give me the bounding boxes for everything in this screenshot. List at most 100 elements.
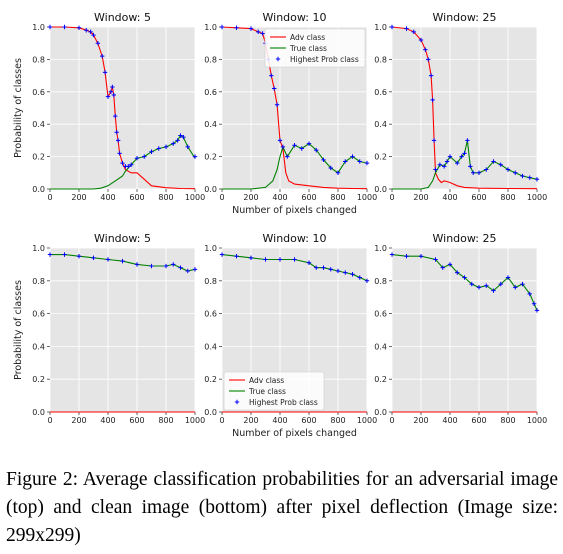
data-point bbox=[88, 29, 93, 35]
y-tick-label: 1.0 bbox=[204, 23, 217, 32]
data-point bbox=[149, 149, 154, 154]
data-point bbox=[91, 255, 96, 261]
series-highest-prob-class-markers bbox=[47, 252, 198, 274]
x-tick-label: 800 bbox=[500, 193, 515, 202]
data-point bbox=[350, 272, 355, 277]
x-tick-label: 200 bbox=[413, 193, 428, 202]
y-tick-label: 0.4 bbox=[374, 120, 387, 129]
data-point bbox=[447, 262, 453, 267]
chart-panel-4: 0 200 400 600 800 1000 0.0 0.2 0.4 0.6 0.8 1.0 Windo… bbox=[32, 232, 205, 425]
legend-label: Adv class bbox=[290, 33, 325, 42]
x-tick-label: 800 bbox=[500, 416, 515, 425]
data-point bbox=[181, 134, 186, 140]
y-tick-label: 0.8 bbox=[374, 277, 387, 286]
y-tick-label: 0.0 bbox=[374, 185, 387, 194]
x-tick-label: 200 bbox=[243, 416, 258, 425]
data-point bbox=[426, 57, 431, 62]
data-point bbox=[248, 255, 254, 261]
x-tick-label: 600 bbox=[129, 193, 144, 202]
chart-title: Window: 25 bbox=[433, 11, 497, 24]
legend-label: Highest Prob class bbox=[249, 398, 318, 407]
data-point bbox=[292, 257, 297, 262]
chart-panel-5: 0 200 400 600 800 1000 0.0 0.2 0.4 0.6 0.8 1.0 Windo… bbox=[204, 232, 377, 425]
data-point bbox=[105, 257, 111, 262]
chart-title: Window: 10 bbox=[263, 11, 327, 24]
chart-title: Window: 10 bbox=[263, 232, 327, 245]
data-point bbox=[430, 97, 435, 103]
x-tick-label: 1000 bbox=[185, 193, 205, 202]
data-point bbox=[455, 160, 460, 166]
x-tick-label: 1000 bbox=[357, 416, 377, 425]
series-true-class-line bbox=[222, 142, 368, 190]
y-tick-label: 0.2 bbox=[374, 153, 387, 162]
y-tick-label: 0.8 bbox=[374, 55, 387, 64]
data-point bbox=[471, 170, 476, 175]
y-tick-label: 0.4 bbox=[32, 342, 45, 351]
data-point bbox=[234, 254, 239, 259]
y-tick-label: 0.2 bbox=[374, 375, 387, 384]
data-point bbox=[219, 24, 225, 30]
data-point bbox=[263, 257, 268, 262]
data-point bbox=[234, 25, 239, 31]
data-point bbox=[498, 281, 503, 287]
chart-panel-6: 0 200 400 600 800 1000 0.0 0.2 0.4 0.6 0.8 1.0 Windo… bbox=[374, 232, 547, 425]
y-tick-label: 0.2 bbox=[204, 153, 217, 162]
y-tick-label: 0.8 bbox=[32, 55, 45, 64]
y-tick-label: 0.8 bbox=[204, 277, 217, 286]
data-point bbox=[433, 167, 438, 172]
x-tick-label: 600 bbox=[471, 193, 486, 202]
series-true-class-line bbox=[50, 134, 196, 190]
data-point bbox=[437, 162, 443, 167]
data-point bbox=[129, 162, 134, 167]
data-point bbox=[491, 159, 496, 164]
x-tick-label: 400 bbox=[442, 416, 457, 425]
data-point bbox=[108, 89, 114, 94]
data-point bbox=[498, 162, 503, 167]
data-point bbox=[404, 26, 409, 31]
y-tick-label: 0.4 bbox=[204, 342, 217, 351]
x-tick-label: 1000 bbox=[527, 193, 547, 202]
legend-box bbox=[264, 28, 366, 68]
data-point bbox=[306, 260, 312, 265]
data-point bbox=[110, 84, 115, 90]
y-tick-label: 0.6 bbox=[32, 88, 45, 97]
chart-panel-2: 0 200 400 600 800 1000 0.0 0.2 0.4 0.6 0.8 1.0 Windo… bbox=[204, 11, 377, 202]
data-point bbox=[389, 252, 395, 257]
data-point bbox=[431, 138, 437, 143]
data-point bbox=[185, 144, 190, 150]
data-point bbox=[442, 164, 447, 169]
series-highest-prob-class-markers bbox=[389, 24, 540, 182]
legend-label: True class bbox=[289, 44, 327, 53]
data-point bbox=[328, 267, 333, 272]
data-point bbox=[219, 252, 225, 257]
data-point bbox=[62, 252, 67, 257]
x-tick-label: 800 bbox=[158, 193, 173, 202]
legend-label: True class bbox=[248, 387, 286, 396]
data-point bbox=[465, 138, 470, 143]
chart-title: Window: 25 bbox=[433, 232, 497, 245]
data-point bbox=[178, 133, 183, 138]
data-point bbox=[505, 275, 511, 280]
x-tick-label: 400 bbox=[100, 416, 115, 425]
data-point bbox=[444, 159, 450, 164]
data-point bbox=[171, 141, 176, 146]
y-tick-label: 0.0 bbox=[32, 185, 45, 194]
data-point bbox=[314, 147, 319, 153]
data-point bbox=[389, 24, 395, 30]
y-tick-label: 0.0 bbox=[374, 408, 387, 417]
chart-panel-3: 0 200 400 600 800 1000 0.0 0.2 0.4 0.6 0.8 1.0 Windo… bbox=[374, 11, 547, 202]
x-tick-label: 800 bbox=[330, 193, 345, 202]
data-point bbox=[113, 113, 118, 119]
x-tick-label: 400 bbox=[272, 416, 287, 425]
plot-area bbox=[50, 248, 195, 412]
legend-label: Highest Prob class bbox=[290, 55, 359, 64]
data-point bbox=[314, 265, 319, 270]
data-point bbox=[299, 146, 304, 151]
data-point bbox=[404, 254, 409, 259]
series-highest-prob-class-markers bbox=[389, 252, 540, 313]
data-point bbox=[462, 275, 467, 280]
data-point bbox=[163, 144, 169, 150]
x-tick-label: 600 bbox=[471, 416, 486, 425]
data-point bbox=[142, 154, 147, 159]
data-point bbox=[126, 164, 131, 169]
